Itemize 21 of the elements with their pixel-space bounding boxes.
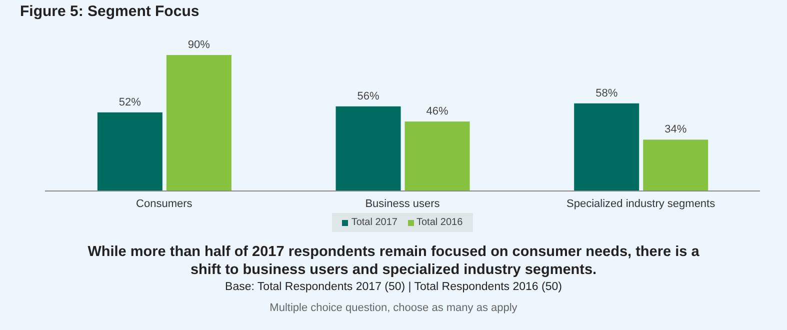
data-label: 56% — [357, 90, 380, 102]
bar — [643, 140, 708, 191]
bar — [336, 106, 401, 191]
legend-label: Total 2016 — [416, 217, 463, 228]
legend-label: Total 2017 — [350, 217, 398, 228]
x-tick-label: Business users — [365, 198, 440, 210]
chart-title: Figure 5: Segment Focus — [20, 3, 200, 20]
data-label: 34% — [664, 124, 687, 136]
bar — [97, 112, 162, 191]
data-label: 58% — [596, 87, 618, 100]
text: Base: Total Respondents 2017 (50) | Total Respondents 2016 (50) — [224, 281, 563, 293]
text: While more than half of 2017 respondents remain focused on consumer needs, there is a shift to business users and specialized industry segments. — [86, 243, 700, 279]
data-label: 46% — [426, 105, 448, 118]
bar — [574, 103, 640, 191]
text: Multiple choice question, choose as many as apply — [268, 302, 518, 314]
data-label: 52% — [118, 96, 142, 108]
bar — [166, 55, 232, 191]
x-tick-label: Specialized industry segments — [566, 198, 716, 210]
bar — [404, 121, 470, 191]
x-tick-label: Consumers — [136, 198, 193, 210]
data-label: 90% — [188, 39, 210, 51]
